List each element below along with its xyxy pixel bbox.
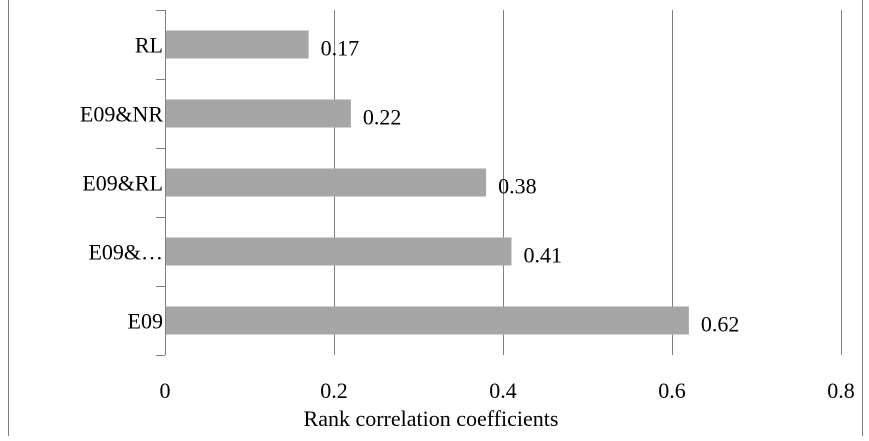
category-label: E09&… [88, 240, 163, 265]
data-label: 0.38 [498, 174, 536, 199]
bar [166, 306, 689, 335]
category-label: RL [135, 33, 163, 58]
bar-layer [166, 30, 689, 335]
category-label: E09&RL [82, 171, 163, 196]
category-label: E09 [128, 309, 163, 334]
x-tick-label: 0.8 [827, 378, 855, 403]
x-tick-label: 0.4 [489, 378, 517, 403]
axis-layer [8, 0, 863, 436]
data-label: 0.41 [523, 243, 562, 268]
x-tick-label: 0.6 [658, 378, 686, 403]
x-tick-label: 0.2 [320, 378, 348, 403]
category-label: E09&NR [80, 102, 163, 127]
bar [166, 30, 309, 59]
x-axis-title: Rank correlation coefficients [304, 406, 559, 431]
data-label: 0.62 [701, 312, 740, 337]
data-label: 0.22 [363, 105, 402, 130]
x-tick-label: 0 [160, 378, 171, 403]
label-layer: 0 0.2 0.4 0.6 0.8 RL 0.17 E09&NR 0.22 E09&RL 0.38 E… [80, 33, 855, 404]
data-label: 0.17 [321, 36, 360, 61]
bar [166, 237, 512, 266]
bar [166, 168, 487, 197]
bar [166, 99, 351, 128]
